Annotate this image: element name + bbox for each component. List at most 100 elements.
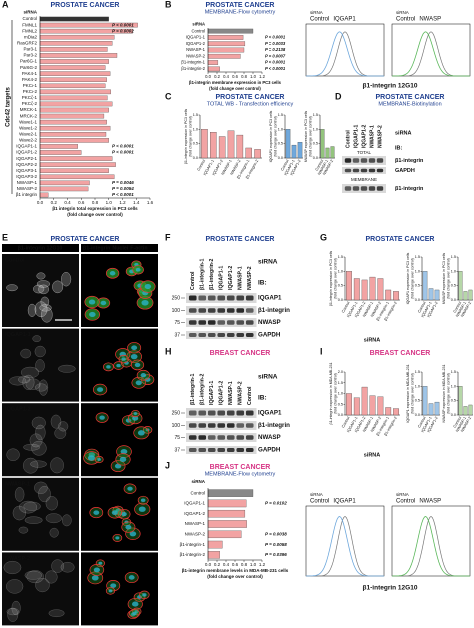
blot-band <box>207 333 216 337</box>
micrograph <box>2 477 79 551</box>
blot-band <box>352 168 360 173</box>
y-tick-label: 1.5 <box>338 381 343 385</box>
category-label: Control <box>197 159 207 172</box>
row-label: β1-integrin <box>395 158 424 164</box>
lane-label: Control <box>345 130 351 148</box>
y-tick-label: 1.0 <box>313 127 318 131</box>
cell <box>49 527 59 538</box>
bar <box>39 89 111 95</box>
hist-header: siRNA <box>310 492 323 497</box>
category-label: Control <box>453 416 463 429</box>
category-label: FMNL2 <box>22 28 37 33</box>
bar <box>434 401 440 416</box>
cell <box>18 526 29 534</box>
hist-curve <box>306 516 384 577</box>
category-label: PKCι-1 <box>23 83 38 88</box>
blot-band <box>198 320 207 325</box>
bar <box>346 393 352 416</box>
y-tick-label: 1.0 <box>415 384 420 388</box>
blot-band <box>245 295 254 301</box>
bar <box>39 138 109 143</box>
x-axis-label: (fold change over control) <box>209 86 261 91</box>
blot-band <box>236 308 245 313</box>
category-label: Par6G-2 <box>20 65 38 70</box>
row-label: NWASP <box>258 434 281 441</box>
nucleus <box>132 601 139 607</box>
mw-label: 250 <box>172 295 181 301</box>
cell <box>58 421 69 432</box>
y-tick-label: 1.0 <box>415 269 420 273</box>
nucleus <box>111 510 118 516</box>
cell <box>20 348 32 359</box>
cell <box>23 443 41 451</box>
blot-band <box>198 435 207 440</box>
nucleus <box>130 354 138 360</box>
x-tick-label: 0.8 <box>241 74 247 79</box>
bar <box>39 162 116 167</box>
x-tick-label: 0.0 <box>205 74 211 79</box>
nucleus <box>132 611 137 616</box>
cell <box>60 561 75 573</box>
row-label: IQGAP1-1 <box>5 332 31 338</box>
category-label: IQGAP1-2 <box>186 41 206 46</box>
nucleus <box>121 357 126 361</box>
lane-label: Control <box>190 271 196 290</box>
bar <box>207 499 247 508</box>
y-tick-label: 0.5 <box>415 284 420 288</box>
bar <box>385 289 392 301</box>
bar <box>39 150 82 155</box>
mw-label: 75 <box>174 435 180 441</box>
panel-letter: J <box>165 460 170 470</box>
row-header: siRNA <box>192 21 205 26</box>
blot-band <box>344 168 352 173</box>
mw-label: 250 <box>172 410 181 416</box>
blot-band <box>188 308 197 313</box>
bar <box>463 291 468 301</box>
y-tick-label: 0.0 <box>451 298 456 302</box>
cell <box>6 579 24 594</box>
lane-label: IQGAP1-1 <box>353 124 359 148</box>
row-label: GAPDH <box>258 332 281 339</box>
bar <box>39 71 111 76</box>
p-value: P = 0.0033 <box>265 41 286 46</box>
bar <box>468 289 473 301</box>
y-axis-label: (fold change over control) <box>410 373 414 414</box>
section-label: MEMBRANE <box>351 177 377 182</box>
x-tick-label: 1.2 <box>259 562 266 567</box>
panel-title: BREAST CANCER <box>210 464 271 471</box>
header-strip <box>2 244 79 252</box>
bar <box>330 146 335 159</box>
bar <box>422 271 428 301</box>
ib-label: IB: <box>395 145 403 151</box>
category-label: IQGAP3-1 <box>16 168 37 173</box>
lane-label: NWASP-1 <box>369 125 375 148</box>
panel-letter: E <box>2 232 8 242</box>
y-axis-label: (fold change over control) <box>446 258 450 299</box>
blot-band <box>217 435 226 440</box>
bar <box>39 101 113 107</box>
bar <box>320 129 325 159</box>
blot-band <box>226 423 235 428</box>
cell <box>20 366 40 379</box>
category-label: NWASP-1 <box>186 47 206 52</box>
y-tick-label: 0.5 <box>338 402 343 406</box>
cell <box>35 577 50 593</box>
bar <box>39 16 109 22</box>
y-axis-label: (fold change over control) <box>273 116 277 157</box>
bar <box>39 192 49 198</box>
bar <box>39 144 78 149</box>
y-axis-label: IQGAP1 expression in PC3 cells <box>269 110 273 162</box>
panel-title: PROSTATE CANCER <box>51 2 120 9</box>
blot-band <box>198 308 207 313</box>
category-label: β1-integrin-1 <box>181 60 205 65</box>
nucleus <box>100 300 107 306</box>
bar <box>210 132 217 159</box>
cell <box>7 607 19 622</box>
cell <box>54 427 67 440</box>
lanes-header: siRNA <box>395 130 412 136</box>
blot-band <box>376 168 384 173</box>
y-tick-label: 0.5 <box>193 142 198 146</box>
x-tick-label: 0.4 <box>223 74 229 79</box>
y-axis-label: β1-integrin expression in MDA-MB-231 <box>329 363 333 425</box>
